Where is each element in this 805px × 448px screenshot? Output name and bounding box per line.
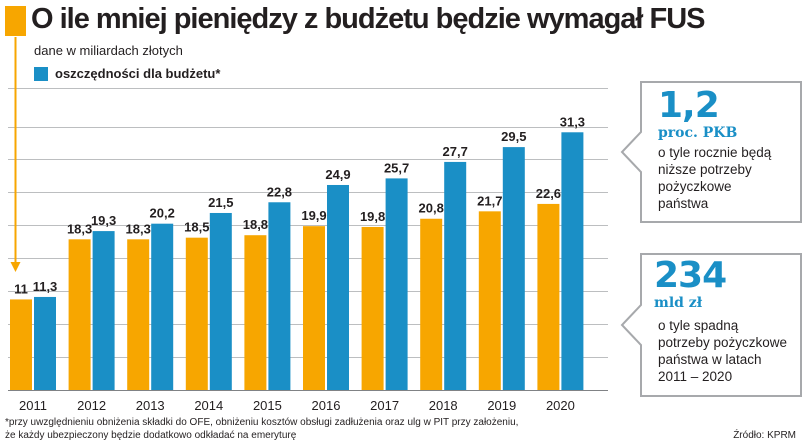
- footnote-line: *przy uwzględnieniu obniżenia składki do…: [5, 416, 518, 429]
- bar-savings: [561, 132, 583, 390]
- bar-savings: [503, 147, 525, 390]
- x-tick-label: 2011: [19, 398, 47, 413]
- bar-value-label: 18,3: [126, 221, 151, 236]
- bar-value-label: 25,7: [384, 160, 409, 175]
- source-credit: Źródło: KPRM: [733, 430, 796, 441]
- callout-pkb-line: państwa: [658, 195, 798, 212]
- bar-savings: [34, 297, 56, 390]
- bar-value-label: 19,8: [360, 209, 385, 224]
- x-tick-label: 2012: [77, 398, 106, 413]
- callout-borrowing-unit: mld zł: [654, 295, 702, 311]
- callout-pkb-unit: proc. PKB: [658, 125, 737, 141]
- x-tick-label: 2018: [429, 398, 458, 413]
- x-tick-label: 2016: [312, 398, 341, 413]
- callout-pkb-line: o tyle rocznie będą: [658, 144, 798, 161]
- bar-value-label: 18,5: [184, 220, 209, 235]
- callout-pkb-line: pożyczkowe: [658, 178, 798, 195]
- x-tick-label: 2014: [194, 398, 223, 413]
- bar-value-label: 18,8: [243, 217, 268, 232]
- callout-pkb-line: niższe potrzeby: [658, 161, 798, 178]
- callout-borrowing-value: 234: [654, 255, 726, 296]
- bar-value-label: 21,5: [208, 195, 233, 210]
- bar-value-label: 22,6: [536, 186, 561, 201]
- bar-orange: [479, 211, 501, 390]
- pointer-arrow: [11, 37, 21, 272]
- bar-orange: [362, 227, 384, 390]
- callout-borrowing-line: 2011 – 2020: [658, 368, 803, 385]
- bar-value-label: 22,8: [267, 184, 292, 199]
- bar-value-label: 20,2: [150, 206, 175, 221]
- bar-value-label: 29,5: [501, 129, 526, 144]
- bar-value-label: 20,8: [419, 201, 444, 216]
- bar-savings: [386, 178, 408, 390]
- pointer-arrowhead: [11, 262, 21, 272]
- footnote: *przy uwzględnieniu obniżenia składki do…: [5, 416, 518, 442]
- x-tick-label: 2019: [487, 398, 516, 413]
- bar-value-label: 11: [14, 281, 28, 296]
- callout-borrowing-line: potrzeby pożyczkowe: [658, 334, 803, 351]
- bar-value-label: 19,9: [301, 208, 326, 223]
- bar-savings: [93, 231, 115, 390]
- callout-pkb-value: 1,2: [658, 85, 719, 126]
- bar-savings: [210, 213, 232, 390]
- x-tick-label: 2017: [370, 398, 399, 413]
- bar-orange: [303, 226, 325, 390]
- bar-value-label: 11,3: [33, 279, 58, 294]
- bar-orange: [127, 239, 149, 390]
- bar-orange: [69, 239, 91, 390]
- bar-savings: [151, 224, 173, 390]
- footnote-line: że każdy ubezpieczony będzie dodatkowo o…: [5, 429, 518, 442]
- x-tick-label: 2013: [136, 398, 165, 413]
- bar-orange: [537, 204, 559, 390]
- bar-orange: [420, 219, 442, 390]
- callout-borrowing-line: państwa w latach: [658, 351, 803, 368]
- bar-savings: [444, 162, 466, 390]
- bar-value-label: 24,9: [325, 167, 350, 182]
- callout-borrowing-description: o tyle spadną potrzeby pożyczkowe państw…: [658, 317, 803, 385]
- x-tick-label: 2015: [253, 398, 282, 413]
- bar-value-label: 31,3: [560, 114, 585, 129]
- bar-savings: [268, 202, 290, 390]
- x-tick-label: 2020: [546, 398, 575, 413]
- callout-borrowing: 234 mld zł o tyle spadną potrzeby pożycz…: [640, 255, 800, 395]
- bar-savings: [327, 185, 349, 390]
- bar-value-label: 21,7: [477, 193, 502, 208]
- callout-pkb: 1,2 proc. PKB o tyle rocznie będą niższe…: [640, 85, 800, 220]
- callout-borrowing-line: o tyle spadną: [658, 317, 803, 334]
- bar-orange: [10, 299, 32, 390]
- bar-orange: [186, 238, 208, 390]
- bar-value-label: 19,3: [91, 213, 116, 228]
- bar-value-label: 27,7: [443, 144, 468, 159]
- bar-value-label: 18,3: [67, 221, 92, 236]
- callout-pkb-description: o tyle rocznie będą niższe potrzeby poży…: [658, 144, 798, 212]
- bar-orange: [244, 235, 266, 390]
